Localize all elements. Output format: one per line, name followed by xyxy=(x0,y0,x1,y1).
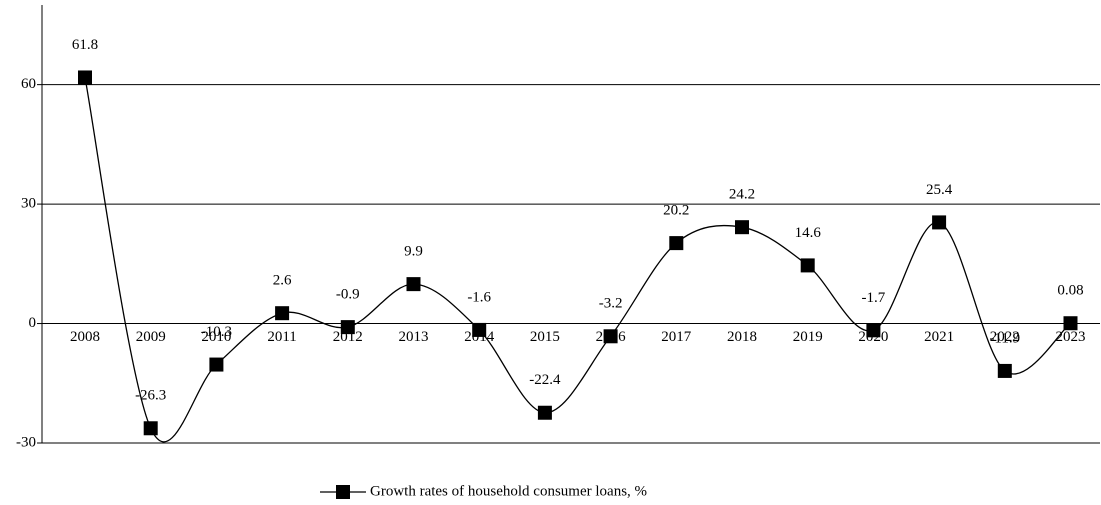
line xyxy=(84,77,1071,443)
x-tick-label: 2015 xyxy=(530,329,560,345)
x-tick-label: 2018 xyxy=(727,329,757,345)
marker xyxy=(143,421,158,436)
data-label: -3.2 xyxy=(599,296,623,312)
legend-label: Growth rates of household consumer loans… xyxy=(370,483,647,499)
marker xyxy=(340,320,355,335)
data-label: -1.7 xyxy=(862,290,886,306)
y-tick-label: 30 xyxy=(21,196,36,212)
data-label: 20.2 xyxy=(663,203,689,219)
marker xyxy=(209,357,224,372)
x-tick-label: 2019 xyxy=(793,329,823,345)
x-tick-label: 2023 xyxy=(1056,329,1086,345)
data-label: 24.2 xyxy=(729,187,755,203)
marker xyxy=(997,363,1012,378)
x-tick-label: 2014 xyxy=(464,329,495,345)
marker xyxy=(800,258,815,273)
y-tick-label: 0 xyxy=(29,315,37,331)
x-tick-label: 2021 xyxy=(924,329,954,345)
data-label: 14.6 xyxy=(795,225,822,241)
marker xyxy=(406,277,421,292)
data-label: -0.9 xyxy=(336,287,360,303)
data-label: 25.4 xyxy=(926,182,953,198)
marker xyxy=(472,322,487,337)
data-label: -1.6 xyxy=(467,289,491,305)
marker xyxy=(932,215,947,230)
x-tick-label: 2010 xyxy=(201,329,231,345)
data-label: -11.9 xyxy=(989,330,1020,346)
data-label: 9.9 xyxy=(404,244,423,260)
marker xyxy=(669,236,684,251)
marker xyxy=(78,70,92,85)
data-label: -22.4 xyxy=(529,372,561,388)
marker xyxy=(1063,316,1078,331)
marker xyxy=(866,323,881,338)
x-tick-label: 2009 xyxy=(136,329,166,345)
x-tick-label: 2017 xyxy=(661,329,692,345)
y-tick-label: 60 xyxy=(21,76,36,92)
legend-marker xyxy=(336,485,350,499)
x-tick-label: 2008 xyxy=(70,329,100,345)
x-tick-label: 2012 xyxy=(333,329,363,345)
x-tick-label: 2022 xyxy=(990,329,1020,345)
data-label: 61.8 xyxy=(72,37,98,53)
marker xyxy=(603,329,618,344)
y-tick-label: -30 xyxy=(16,434,36,450)
marker xyxy=(735,220,749,235)
marker xyxy=(275,306,290,321)
x-tick-label: 2013 xyxy=(399,329,429,345)
data-label: -10.3 xyxy=(201,324,232,340)
x-tick-label: 2011 xyxy=(267,329,296,345)
data-label: -26.3 xyxy=(135,388,166,404)
marker xyxy=(537,405,552,420)
data-label: 2.6 xyxy=(273,273,292,289)
data-label: 0.08 xyxy=(1057,283,1083,299)
